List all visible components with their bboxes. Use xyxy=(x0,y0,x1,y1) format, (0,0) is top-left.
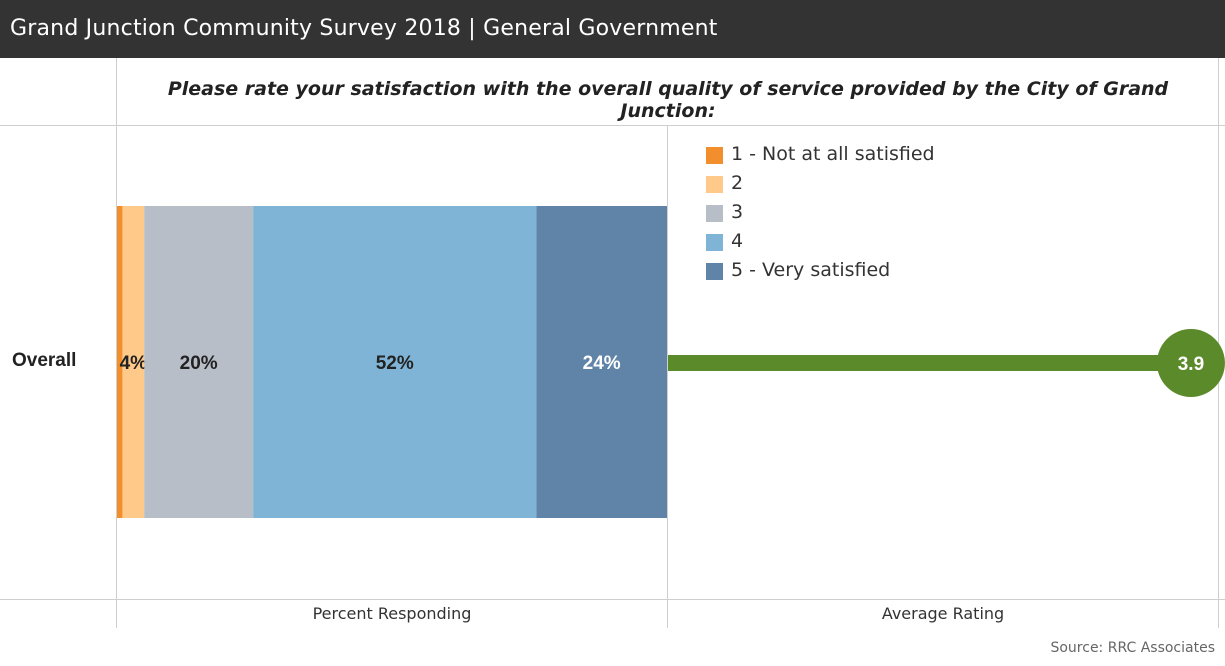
bar-label-5: 24% xyxy=(583,353,621,374)
rating-dot xyxy=(1156,329,1225,397)
legend-swatch-3 xyxy=(706,205,723,222)
bar-label-2: 4% xyxy=(120,353,148,374)
bar-segment-2 xyxy=(122,206,145,518)
rating-value-label: 3.9 xyxy=(1178,354,1204,375)
page-title: Grand Junction Community Survey 2018 | G… xyxy=(10,16,718,41)
divider-label-column xyxy=(116,58,117,628)
legend-swatch-1 xyxy=(706,147,723,164)
legend-swatch-2 xyxy=(706,176,723,193)
divider-bottom xyxy=(0,599,1225,600)
bar-segment-3 xyxy=(144,206,254,518)
axis-title-percent: Percent Responding xyxy=(312,604,472,623)
bar-label-3: 20% xyxy=(180,353,218,374)
divider-rating-column xyxy=(667,125,668,628)
source-note: Source: RRC Associates xyxy=(1050,640,1215,656)
rating-stem xyxy=(668,355,1191,371)
title-bar: Grand Junction Community Survey 2018 | G… xyxy=(0,0,1225,58)
row-label-overall: Overall xyxy=(12,350,77,371)
legend-swatch-4 xyxy=(706,234,723,251)
legend-label-3: 3 xyxy=(731,201,744,223)
divider-right-edge xyxy=(1218,58,1219,628)
legend-label-4: 4 xyxy=(731,230,744,252)
legend-label-5: 5 - Very satisfied xyxy=(731,259,891,281)
bar-segment-5 xyxy=(536,206,667,518)
bar-segment-1 xyxy=(117,206,123,518)
legend-swatch-5 xyxy=(706,263,723,280)
legend-label-1: 1 - Not at all satisfied xyxy=(731,143,935,165)
bar-label-4: 52% xyxy=(376,353,414,374)
survey-question: Please rate your satisfaction with the o… xyxy=(167,78,1169,122)
bar-segment-4 xyxy=(253,206,537,518)
legend-label-2: 2 xyxy=(731,172,744,194)
axis-title-rating: Average Rating xyxy=(881,604,1005,623)
divider-top xyxy=(0,125,1225,126)
